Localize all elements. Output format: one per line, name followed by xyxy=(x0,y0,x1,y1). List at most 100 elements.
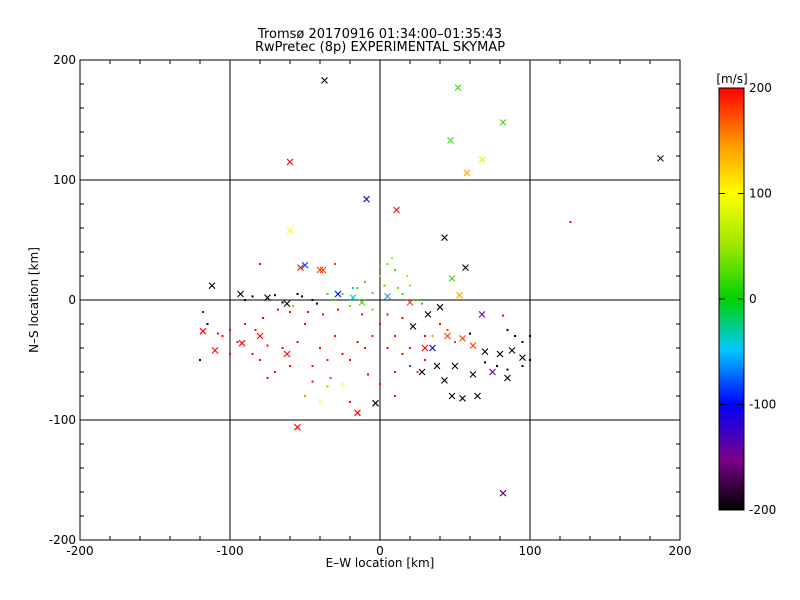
data-point-dot xyxy=(266,344,269,347)
data-point-dot xyxy=(259,359,261,361)
data-point-dot xyxy=(569,221,572,223)
data-point-dot xyxy=(244,323,246,325)
data-point-dot xyxy=(356,287,359,289)
data-point-dot xyxy=(292,305,294,307)
data-point-dot xyxy=(371,335,374,337)
data-point-cross xyxy=(499,119,507,126)
data-point-cross xyxy=(421,344,429,352)
data-point-dot xyxy=(262,317,264,319)
data-point-dot xyxy=(356,341,359,343)
data-point-cross xyxy=(238,339,246,347)
data-point-cross xyxy=(334,290,342,298)
data-point-cross xyxy=(454,84,462,91)
data-point-cross xyxy=(436,303,444,311)
data-point-dot xyxy=(202,311,204,313)
data-point-cross xyxy=(199,327,207,335)
data-point-dot xyxy=(409,365,411,367)
data-point-dot xyxy=(301,295,303,298)
data-point-cross xyxy=(237,290,244,298)
data-point-dot xyxy=(529,335,531,337)
data-point-dot xyxy=(386,347,389,349)
colorbar-ticks: -200 -100 0 100 200 xyxy=(719,81,776,517)
data-point-dot xyxy=(311,380,314,383)
data-point-cross xyxy=(478,156,486,163)
data-point-cross xyxy=(372,399,379,407)
data-point-dot xyxy=(391,257,393,259)
data-point-dot xyxy=(341,353,344,355)
data-point-cross xyxy=(321,77,328,84)
data-point-cross xyxy=(208,282,216,289)
data-point-dot xyxy=(386,263,389,265)
data-point-dot xyxy=(274,371,276,373)
data-point-dot xyxy=(364,281,366,283)
data-point-dot xyxy=(334,299,336,301)
data-point-dot xyxy=(221,335,224,337)
data-point-dot xyxy=(266,377,269,379)
data-point-cross xyxy=(433,362,441,370)
y-tick-label: 200 xyxy=(53,53,76,67)
data-point-cross xyxy=(286,227,294,234)
data-point-dot xyxy=(379,383,381,385)
chart-subtitle: RwPretec (8p) EXPERIMENTAL SKYMAP xyxy=(254,40,506,55)
data-point-cross xyxy=(297,264,304,271)
x-axis-label: E–W location [km] xyxy=(326,556,435,570)
y-tick-label: 0 xyxy=(68,293,76,307)
axis-tick-labels: -200 -100 0 100 200 -200 -100 0 100 200 xyxy=(49,53,692,558)
data-point-dot xyxy=(506,329,509,331)
data-point-dot xyxy=(386,313,389,316)
y-tick-label: 100 xyxy=(53,173,76,187)
data-point-cross xyxy=(286,158,294,166)
data-point-cross xyxy=(283,300,291,307)
data-point-cross xyxy=(456,291,463,299)
data-point-cross xyxy=(283,350,291,358)
data-point-dot xyxy=(349,401,351,403)
data-point-dot xyxy=(394,269,396,271)
data-point-dot xyxy=(329,377,332,379)
data-points xyxy=(199,77,664,497)
data-point-cross xyxy=(481,348,489,355)
data-point-dot xyxy=(506,368,509,371)
data-point-cross xyxy=(384,293,391,300)
data-point-dot xyxy=(277,308,279,311)
data-point-dot xyxy=(409,347,411,349)
data-point-dot xyxy=(304,323,306,325)
data-point-cross xyxy=(319,266,327,274)
data-point-cross xyxy=(508,347,516,354)
data-point-dot xyxy=(289,365,291,367)
data-point-cross xyxy=(448,275,456,282)
data-point-dot xyxy=(326,359,329,361)
data-point-dot xyxy=(229,329,231,331)
data-point-dot xyxy=(319,347,321,349)
data-point-cross xyxy=(469,371,477,378)
data-point-dot xyxy=(371,308,374,311)
data-point-cross xyxy=(424,311,432,318)
colorbar-label: [m/s] xyxy=(716,72,747,86)
data-point-dot xyxy=(454,341,456,343)
data-point-dot xyxy=(416,371,419,373)
data-point-dot xyxy=(281,347,284,349)
data-point-dot xyxy=(319,401,321,403)
data-point-dot xyxy=(397,287,399,289)
data-point-cross xyxy=(459,395,466,402)
data-point-dot xyxy=(409,284,411,287)
data-point-cross xyxy=(657,155,664,162)
data-point-dot xyxy=(311,299,314,301)
colorbar: [m/s] -200 -100 0 100 200 xyxy=(716,72,776,517)
gridlines xyxy=(80,60,680,540)
data-point-cross xyxy=(441,377,448,384)
data-point-cross xyxy=(474,392,481,400)
data-point-dot xyxy=(334,335,336,337)
data-point-dot xyxy=(371,291,374,294)
data-point-dot xyxy=(274,294,276,297)
data-point-dot xyxy=(296,293,299,295)
colorbar-tick-label: -200 xyxy=(749,503,776,517)
data-point-dot xyxy=(424,335,426,337)
data-point-dot xyxy=(484,361,486,364)
data-point-dot xyxy=(307,311,309,313)
data-point-cross xyxy=(451,362,459,370)
data-point-dot xyxy=(394,335,396,337)
data-point-dot xyxy=(521,365,524,367)
data-point-dot xyxy=(206,323,209,325)
data-point-dot xyxy=(364,347,366,349)
